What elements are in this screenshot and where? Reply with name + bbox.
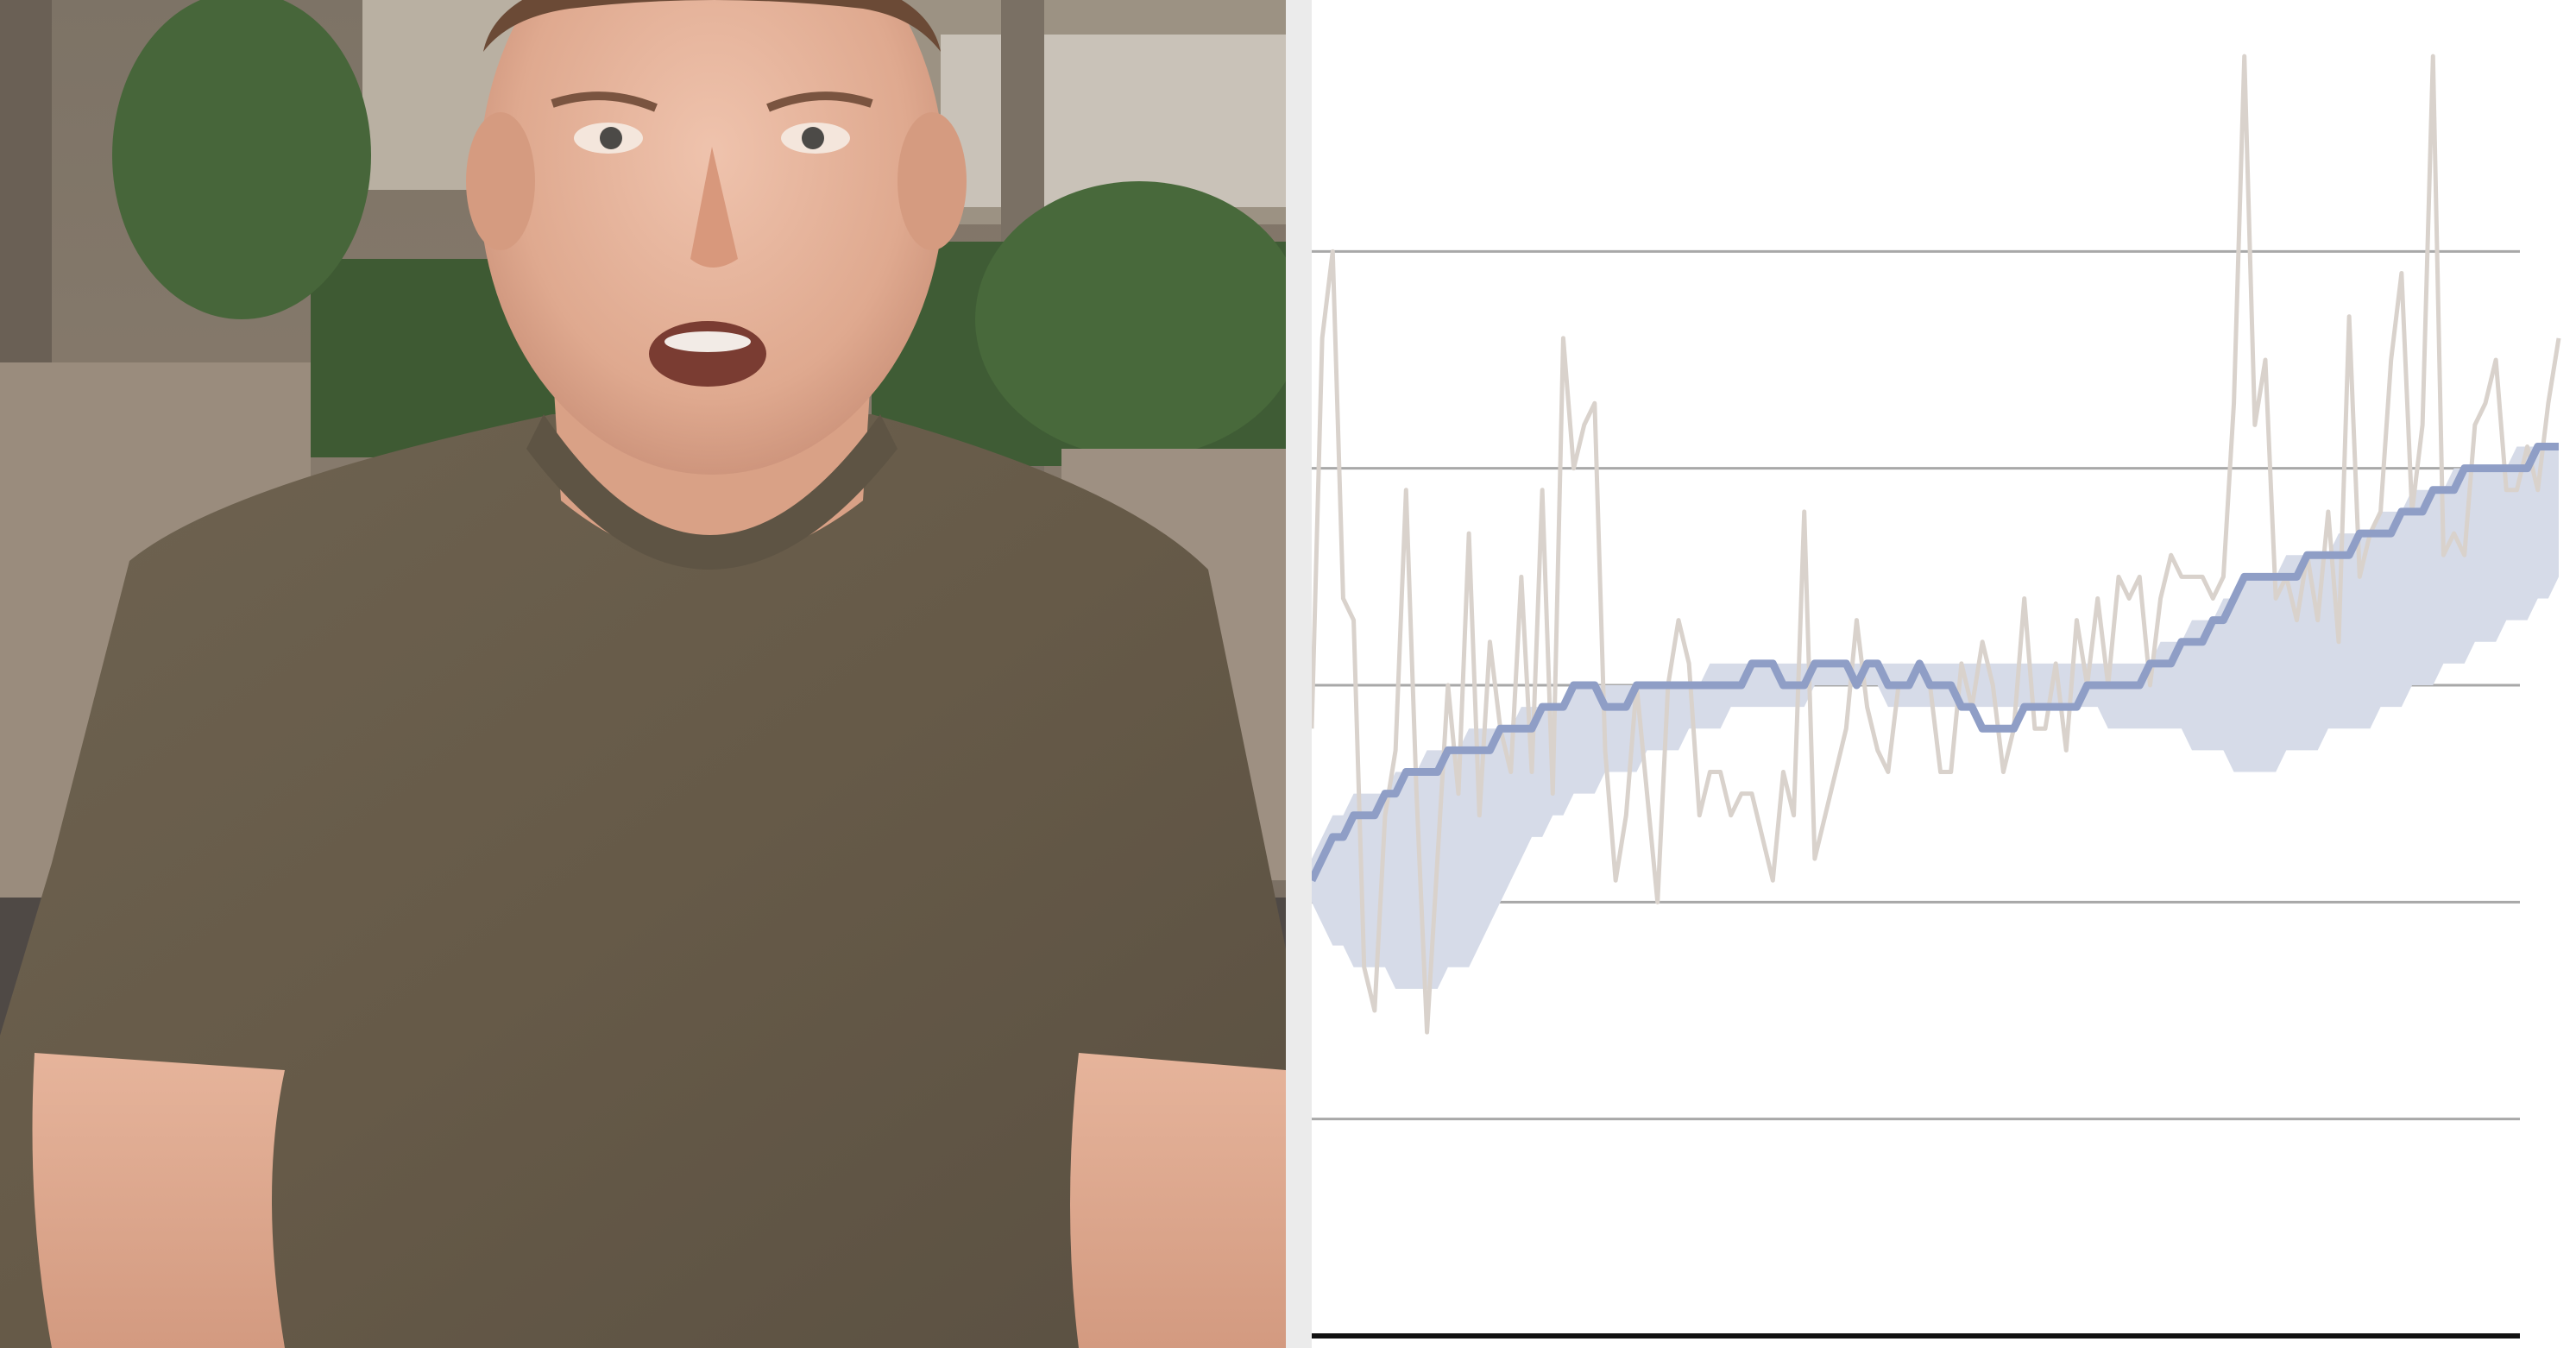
- series-band: [1312, 446, 2559, 989]
- right-iris: [802, 127, 824, 149]
- left-iris: [600, 127, 622, 149]
- shirt: [0, 414, 1286, 1348]
- line-chart: [1312, 0, 2576, 1348]
- plant-left: [112, 0, 371, 319]
- hair: [483, 0, 941, 52]
- portrait-photo: [0, 0, 1286, 1348]
- series-raw-line: [1312, 54, 2561, 1035]
- nose: [690, 147, 738, 268]
- wall-panel-right: [941, 35, 1286, 207]
- person-portrait-icon: [0, 0, 1286, 1348]
- plant-right: [975, 181, 1286, 457]
- left-ear: [466, 112, 535, 250]
- panel-divider: [1286, 0, 1312, 1348]
- left-brow: [551, 91, 658, 112]
- right-arm: [1070, 1053, 1286, 1348]
- right-ear: [898, 112, 967, 250]
- mouth: [649, 321, 766, 387]
- left-arm: [32, 1053, 285, 1348]
- chart-canvas: [1312, 54, 2561, 1339]
- teeth: [664, 331, 751, 352]
- collar: [526, 414, 898, 570]
- right-brow: [766, 91, 873, 112]
- series-average-line: [1312, 443, 2559, 883]
